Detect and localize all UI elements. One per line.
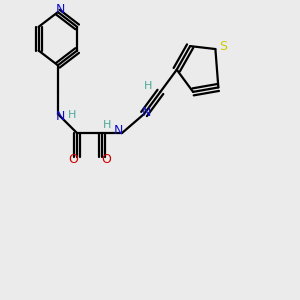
Text: H: H	[68, 110, 76, 121]
Text: N: N	[142, 106, 151, 119]
Text: N: N	[114, 124, 124, 137]
Text: O: O	[69, 153, 79, 166]
Text: O: O	[101, 153, 111, 166]
Text: N: N	[56, 3, 65, 16]
Text: S: S	[219, 40, 227, 53]
Text: N: N	[56, 110, 65, 124]
Text: H: H	[144, 81, 153, 91]
Text: H: H	[103, 120, 112, 130]
